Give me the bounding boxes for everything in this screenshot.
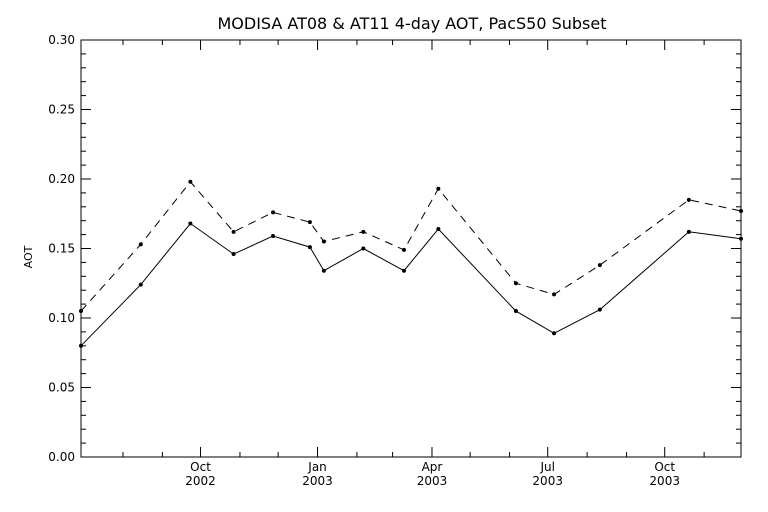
y-tick-label: 0.20 (48, 172, 75, 186)
series-dashed-point (307, 220, 312, 225)
series-solid-point (402, 268, 407, 273)
series-solid-point (739, 236, 743, 241)
series-dashed-point (138, 242, 143, 247)
series-dashed-point (552, 292, 557, 297)
series-solid-point (188, 221, 193, 226)
series-solid-point (361, 246, 366, 251)
series-solid-line (80, 222, 742, 347)
series-dashed-point (739, 208, 743, 213)
series-solid-point (513, 309, 518, 314)
series-solid-point (307, 245, 312, 250)
x-tick-year-label: 2003 (302, 474, 333, 488)
series-dashed-point (231, 229, 236, 234)
series-dashed-point (321, 239, 326, 244)
x-tick-month-label: Apr (422, 460, 443, 474)
series-solid-point (597, 307, 602, 312)
y-axis-label: AOT (22, 245, 35, 268)
series-solid-point (552, 331, 557, 336)
y-tick-label: 0.15 (48, 242, 75, 256)
series-solid-point (321, 268, 326, 273)
x-tick-year-label: 2002 (185, 474, 216, 488)
y-tick-label: 0.30 (48, 33, 75, 47)
x-tick-month-label: Jul (539, 460, 554, 474)
series-solid-point (138, 282, 143, 287)
series-solid-point (79, 343, 83, 348)
x-tick-month-label: Oct (190, 460, 211, 474)
y-tick-label: 0.10 (48, 311, 75, 325)
x-tick-year-label: 2003 (532, 474, 563, 488)
x-tick-month-label: Jan (307, 460, 327, 474)
series-dashed-point (402, 247, 407, 252)
series-dashed-point (271, 210, 276, 215)
x-tick-year-label: 2003 (649, 474, 680, 488)
y-tick-label: 0.05 (48, 381, 75, 395)
series-dashed-point (686, 197, 691, 202)
y-tick-label: 0.25 (48, 103, 75, 117)
series-dashed-point (361, 229, 366, 234)
series-dashed-line (80, 181, 742, 312)
series-dashed-point (436, 186, 441, 191)
series-dashed-point (79, 309, 83, 314)
plot-frame (80, 39, 742, 458)
series-solid-point (231, 252, 236, 257)
series-solid-point (271, 233, 276, 238)
series-dashed-point (188, 179, 193, 184)
x-tick-year-label: 2003 (417, 474, 448, 488)
series-dashed-point (597, 263, 602, 268)
series-dashed-point (513, 281, 518, 286)
series-solid-point (436, 227, 441, 232)
x-tick-month-label: Oct (654, 460, 675, 474)
y-tick-label: 0.00 (48, 450, 75, 464)
series-solid-point (686, 229, 691, 234)
plot-area: 0.000.050.100.150.200.250.30Oct2002Jan20… (48, 33, 743, 488)
chart-title: MODISA AT08 & AT11 4-day AOT, PacS50 Sub… (217, 14, 606, 33)
